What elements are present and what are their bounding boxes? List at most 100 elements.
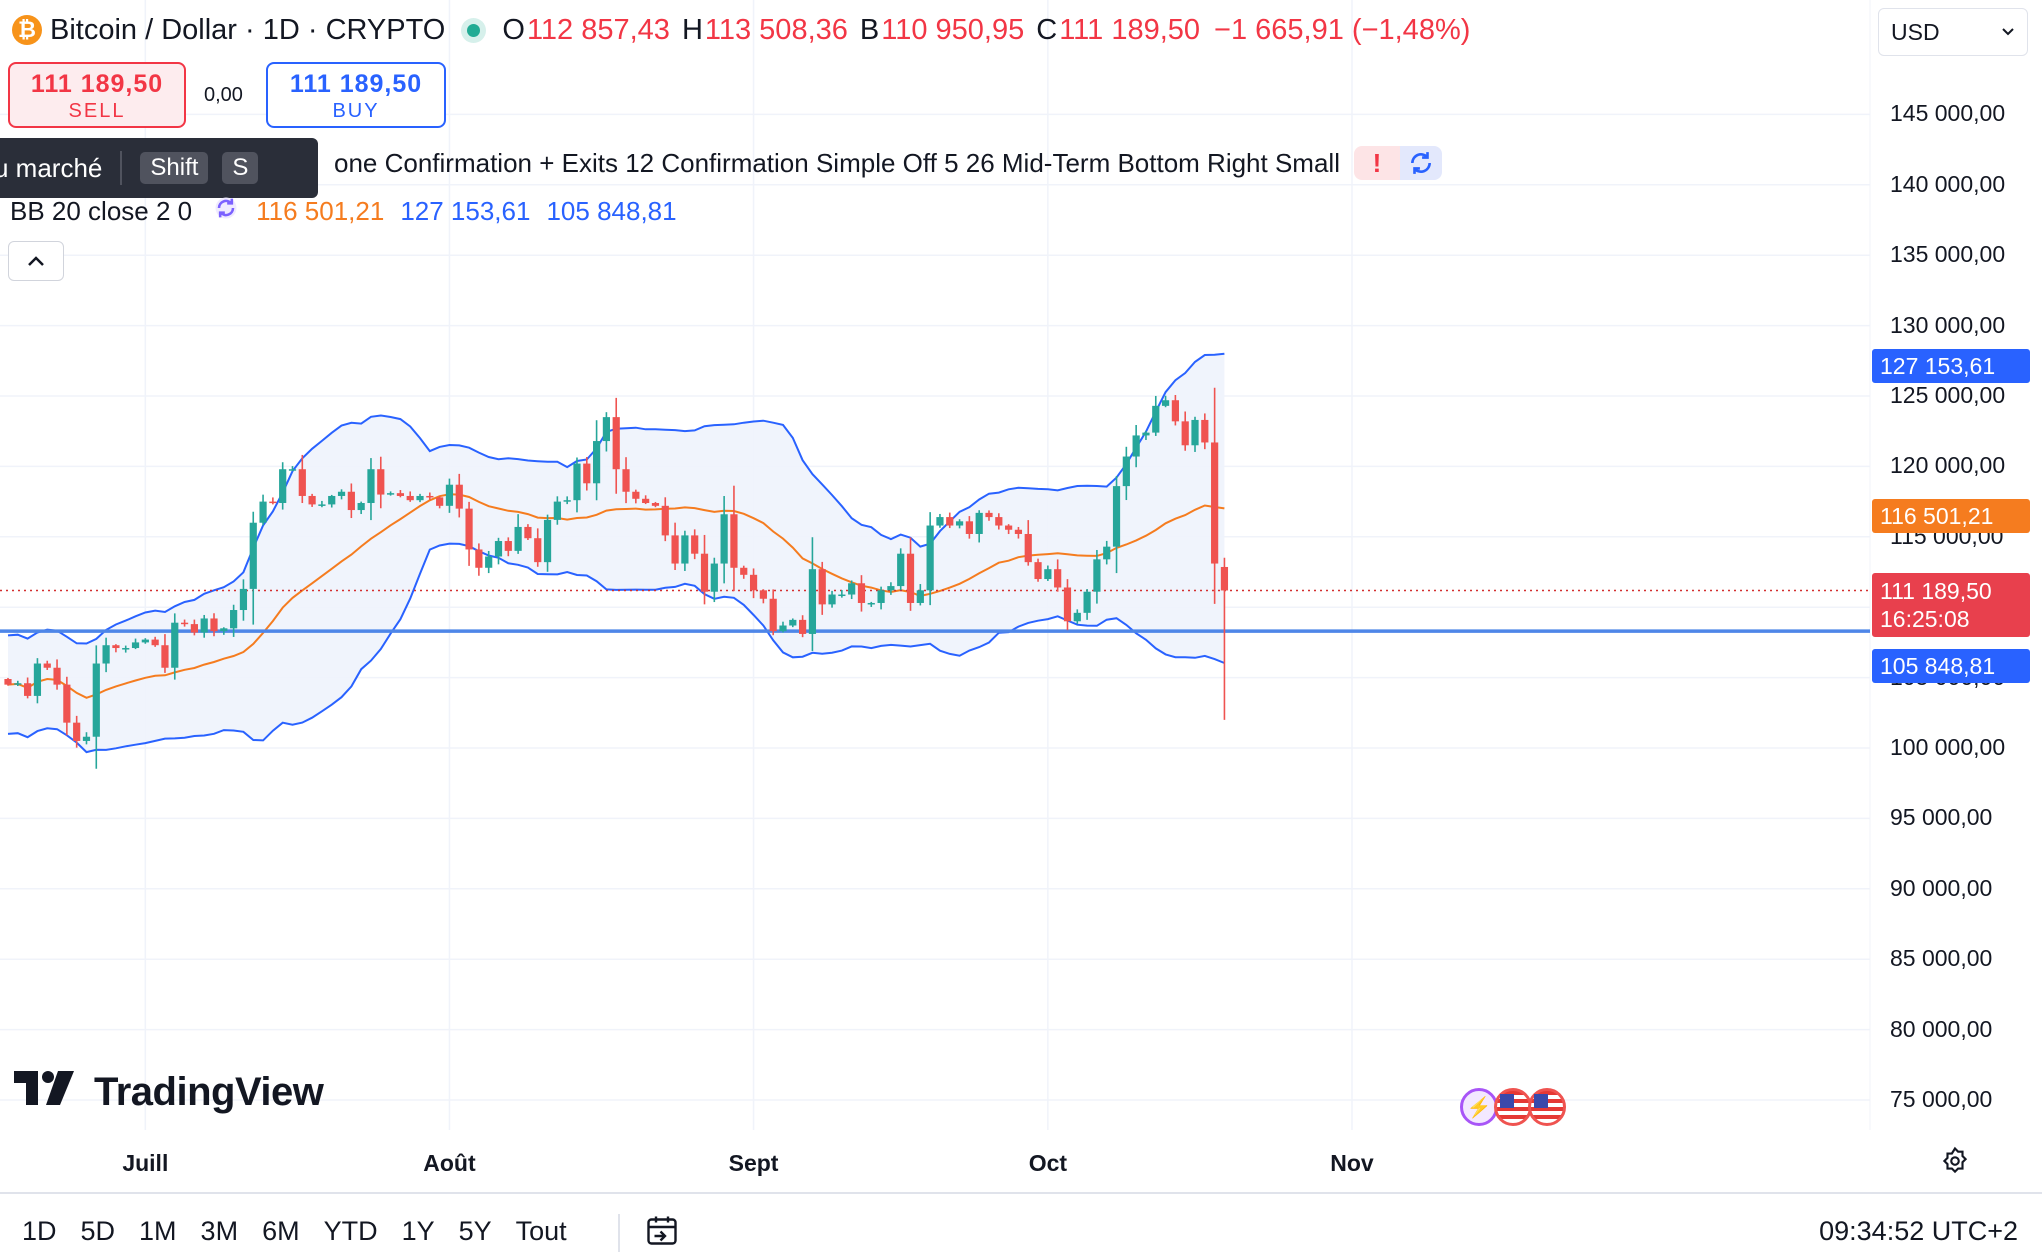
candle-body [926,525,934,591]
candle [63,676,71,736]
candle-body [14,683,22,685]
candle-body [122,648,130,650]
candle [24,677,32,699]
bollinger-basis-line [7,493,1225,699]
sell-button[interactable]: 111 189,50 SELL [8,62,186,128]
candle [946,512,954,529]
candle-body [563,500,571,502]
candle [377,456,385,509]
candle-body [573,463,581,501]
candle-body [416,495,424,501]
candle-body [632,491,640,499]
candle-body [602,417,611,442]
bottom-toolbar: 1D 5D 1M 3M 6M YTD 1Y 5Y Tout 09:34:52 UTC+2 [0,1192,2042,1254]
bollinger-middle-value: 116 501,21 [256,196,385,226]
s-key: S [222,152,259,184]
candle [1211,387,1219,604]
range-button-6m[interactable]: 6M [262,1216,300,1246]
last-price-label: 111 189,50 16:25:08 [1872,573,2030,637]
candle-body [1093,559,1101,592]
us-flag-icon[interactable] [1494,1088,1532,1126]
bollinger-legend[interactable]: BB 20 close 2 0 116 501,21 127 153,61 10… [10,194,693,229]
candle-body [43,663,51,668]
range-button-1d[interactable]: 1D [22,1216,57,1246]
candle [661,497,669,542]
candle [877,586,885,610]
candle-body [916,590,924,603]
candle-body [789,619,797,626]
tradingview-logo[interactable]: TradingView [14,1070,324,1115]
candle [740,565,748,579]
range-button-ytd[interactable]: YTD [323,1216,378,1246]
candle [642,495,650,505]
candle-body [622,469,630,492]
currency-select[interactable]: USD [1878,8,2028,56]
horizontal-line[interactable] [0,589,1870,633]
candle-body [73,722,81,741]
candle-body [396,493,404,496]
price-chart[interactable] [0,0,2042,1190]
warning-icon[interactable]: ! [1353,146,1400,180]
buy-price: 111 189,50 [289,70,423,98]
candle-body [1142,432,1150,436]
candle [180,619,189,627]
candle-body [269,501,277,504]
candle [700,534,709,605]
refresh-icon[interactable] [1399,146,1442,180]
range-button-5y[interactable]: 5Y [458,1216,492,1246]
candles [4,387,1229,769]
candle-body [347,491,355,511]
candle-body [799,619,807,634]
range-button-1m[interactable]: 1M [139,1216,177,1246]
range-button-tout[interactable]: Tout [515,1216,567,1246]
candle-body [1014,529,1023,534]
settings-icon[interactable] [1940,1146,1970,1183]
candle [710,557,718,603]
candle [916,584,924,606]
price-tick-label: 90 000,00 [1890,874,1993,901]
buy-button[interactable]: 111 189,50 BUY [266,62,446,128]
candle [367,458,375,521]
bollinger-upper-price-label: 127 153,61 [1872,349,2030,383]
candle-body [867,602,875,605]
range-button-3m[interactable]: 3M [200,1216,239,1246]
candle [102,637,110,673]
candle-body [24,683,32,696]
range-button-1y[interactable]: 1Y [401,1216,435,1246]
candle [769,589,777,636]
candle-body [730,514,738,568]
candle-body [671,535,679,564]
collapse-legend-button[interactable] [8,241,64,281]
candle [1152,395,1160,436]
candle [436,496,444,509]
shortcut-tooltip: u marché Shift S [0,138,318,198]
symbol-title[interactable]: Bitcoin / Dollar · 1D · CRYPTO [50,13,446,46]
close-value: 111 189,50 [1059,13,1201,46]
candle [249,511,257,625]
candle [43,660,51,670]
candle-body [651,503,660,506]
candle [357,501,365,515]
candle-body [583,463,591,484]
us-flag-icon[interactable] [1528,1088,1566,1126]
candle [838,590,846,598]
clock-time[interactable]: 09:34:52 UTC+2 [1819,1216,2018,1246]
candle-body [112,645,120,649]
candle-body [524,526,532,539]
lightning-event-icon[interactable]: ⚡ [1460,1088,1498,1126]
calendar-goto-icon[interactable] [644,1212,680,1256]
candle-body [337,491,346,496]
range-button-5d[interactable]: 5D [80,1216,116,1246]
candle-body [230,610,238,629]
candle [485,550,493,574]
candle [1220,557,1229,720]
price-tick-label: 140 000,00 [1890,170,2006,197]
strategy-indicator-legend[interactable]: one Confirmation + Exits 12 Confirmation… [334,146,1442,180]
bollinger-lower-value: 105 848,81 [546,196,677,226]
candle-body [180,622,189,625]
candle-body [1073,612,1081,622]
candle [1005,524,1013,535]
candle-body [151,639,159,646]
price-tick-label: 80 000,00 [1890,1015,1993,1042]
event-markers[interactable]: ⚡ [1460,1088,1566,1126]
